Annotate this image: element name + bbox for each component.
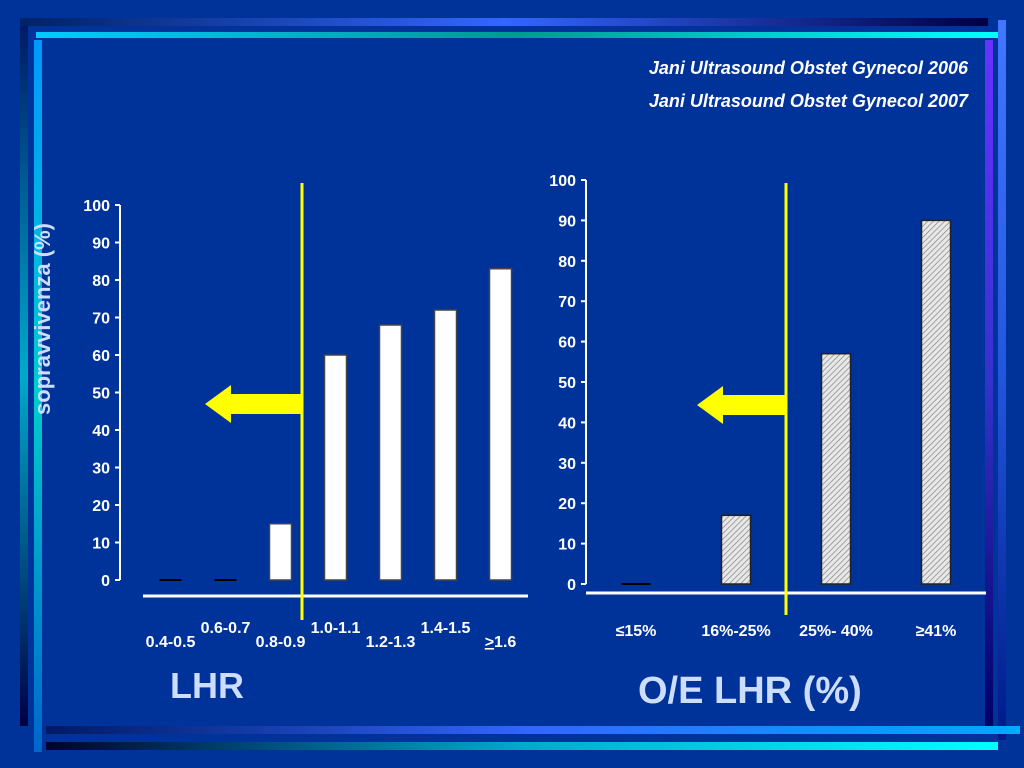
chart1-y-tick-label: 50 (558, 375, 576, 392)
reference-2006: Jani Ultrasound Obstet Gynecol 2006 (648, 58, 968, 78)
chart1-x-tick-label: 16%-25% (701, 623, 770, 640)
left-chart-x-label: LHR (170, 665, 244, 706)
chart0-bar (268, 523, 293, 581)
frame-left-stripe-cyan (34, 40, 42, 752)
chart0-x-tick-label: 1.2-1.3 (366, 634, 416, 651)
chart0-x-tick-label: 1.0-1.1 (311, 620, 361, 637)
chart0-y-tick-label: 20 (92, 498, 110, 515)
chart1-arrow (697, 386, 786, 424)
chart0-arrow (205, 385, 302, 423)
chart0-bar (488, 268, 513, 581)
chart0-y-tick-label: 60 (92, 348, 110, 365)
frame-bottom-stripe-blue (46, 726, 1020, 734)
chart0-bar (433, 309, 458, 581)
chart0-x-tick-label: 0.6-0.7 (201, 620, 251, 637)
frame-left-stripe-dark (20, 26, 28, 726)
chart0-x-tick-label: 1.4-1.5 (421, 620, 471, 637)
frame-top-stripe-blue (20, 18, 988, 26)
chart0-y-tick-label: 10 (92, 536, 110, 553)
chart0-bar (378, 324, 403, 581)
chart0-y-tick-label: 50 (92, 386, 110, 403)
chart1-y-tick-label: 100 (549, 173, 576, 190)
chart0-y-tick-label: 0 (101, 573, 110, 590)
chart1-bar (720, 514, 752, 585)
chart0-bar (323, 354, 348, 581)
chart1-bar (820, 352, 852, 585)
chart0-y-tick-label: 40 (92, 423, 110, 440)
right-chart-x-label: O/E LHR (%) (638, 670, 862, 712)
chart1-y-tick-label: 70 (558, 294, 576, 311)
chart1-bar (920, 219, 952, 585)
chart1-y-tick-label: 0 (567, 577, 576, 594)
frame-right-stripe-blue (998, 20, 1006, 740)
chart1-y-tick-label: 60 (558, 335, 576, 352)
frame-bottom-stripe-cyan (46, 742, 998, 750)
chart0-y-tick-label: 30 (92, 461, 110, 478)
chart0-x-tick-label: >1.6 (485, 634, 517, 651)
chart0-y-tick-label: 80 (92, 273, 110, 290)
chart0-y-tick-label: 70 (92, 311, 110, 328)
chart1-y-tick-label: 80 (558, 254, 576, 271)
frame-right-stripe-purple (985, 40, 993, 730)
frame-top-stripe-cyan (36, 32, 998, 38)
chart1-y-tick-label: 10 (558, 537, 576, 554)
chart1-y-tick-label: 30 (558, 456, 576, 473)
chart0-y-tick-label: 90 (92, 236, 110, 253)
chart0-x-tick-label: 0.4-0.5 (146, 634, 196, 651)
chart1-x-tick-label: 25%- 40% (799, 623, 873, 640)
chart0-x-tick-label: 0.8-0.9 (256, 634, 306, 651)
chart1-y-tick-label: 40 (558, 415, 576, 432)
chart1-x-tick-label: ≤15% (616, 623, 657, 640)
chart0-y-tick-label: 100 (83, 198, 110, 215)
references: Jani Ultrasound Obstet Gynecol 2006 Jani… (649, 52, 968, 118)
chart1-y-tick-label: 90 (558, 213, 576, 230)
chart1-x-tick-label: ≥41% (916, 623, 957, 640)
reference-2007: Jani Ultrasound Obstet Gynecol 2007 (648, 91, 968, 111)
chart1-y-tick-label: 20 (558, 496, 576, 513)
